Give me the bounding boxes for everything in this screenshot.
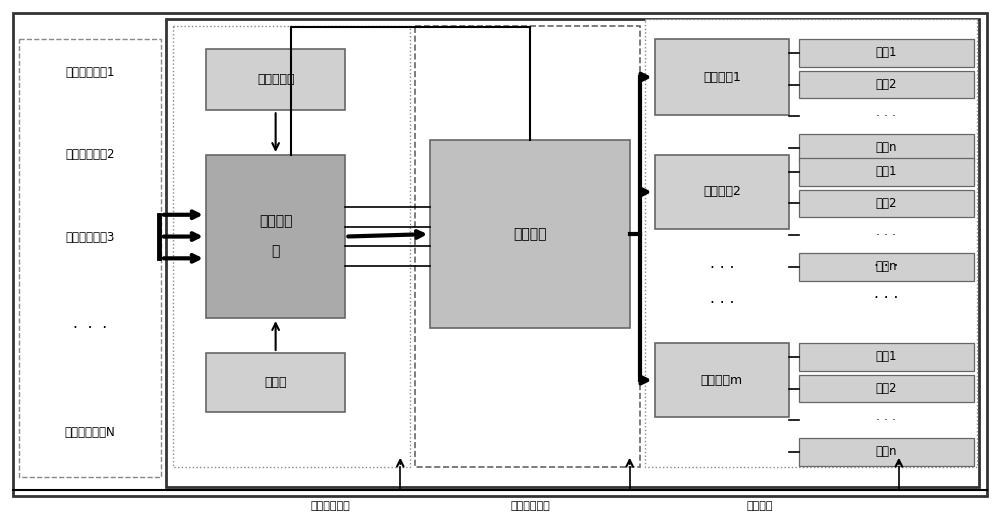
Bar xyxy=(645,19,977,467)
Text: 分机2: 分机2 xyxy=(876,382,897,395)
Text: · · ·: · · · xyxy=(710,296,734,311)
Text: 分机组合2: 分机组合2 xyxy=(703,185,741,198)
Text: 分机1: 分机1 xyxy=(876,165,897,178)
Text: · · ·: · · · xyxy=(876,414,896,427)
Bar xyxy=(206,155,345,318)
Text: · · ·: · · · xyxy=(876,110,896,123)
Text: 故障特征参量1: 故障特征参量1 xyxy=(65,66,115,79)
Bar xyxy=(799,190,974,217)
Bar xyxy=(799,158,974,185)
Text: 算法库: 算法库 xyxy=(264,376,287,389)
Text: 分机组合m: 分机组合m xyxy=(701,373,743,387)
Text: · · ·: · · · xyxy=(710,261,734,276)
Bar xyxy=(19,39,161,477)
Text: · · ·: · · · xyxy=(874,259,899,274)
Text: 故障特征参量N: 故障特征参量N xyxy=(65,425,116,439)
Text: 分机2: 分机2 xyxy=(876,197,897,210)
Text: 故障特征参量3: 故障特征参量3 xyxy=(65,231,115,244)
Bar xyxy=(799,438,974,466)
Text: 分机2: 分机2 xyxy=(876,78,897,91)
Bar xyxy=(799,134,974,162)
Bar xyxy=(799,39,974,67)
Text: 分机组合1: 分机组合1 xyxy=(703,71,741,83)
Text: 故障确认: 故障确认 xyxy=(746,502,773,511)
Text: 故障特征库: 故障特征库 xyxy=(257,73,294,86)
Bar xyxy=(799,343,974,371)
Text: · · ·: · · · xyxy=(876,229,896,242)
Bar xyxy=(799,71,974,98)
Bar xyxy=(206,49,345,110)
Text: 故障推理: 故障推理 xyxy=(259,215,292,229)
Text: 机: 机 xyxy=(271,245,280,259)
Bar xyxy=(799,375,974,402)
Text: 故障特征参量2: 故障特征参量2 xyxy=(65,148,115,161)
Text: ·  ·  ·: · · · xyxy=(73,321,107,336)
Text: 分机n: 分机n xyxy=(876,142,897,154)
Text: 一次故障定位: 一次故障定位 xyxy=(311,502,350,511)
Bar xyxy=(655,155,789,229)
Bar xyxy=(655,39,789,115)
Bar xyxy=(206,353,345,413)
Text: 二次故障定位: 二次故障定位 xyxy=(510,502,550,511)
Bar xyxy=(166,19,979,487)
Text: · · ·: · · · xyxy=(874,291,899,306)
Bar xyxy=(799,253,974,281)
Text: 装备整机: 装备整机 xyxy=(513,227,547,241)
Bar xyxy=(173,26,410,467)
Bar xyxy=(655,343,789,417)
Text: 分机n: 分机n xyxy=(876,260,897,273)
Bar xyxy=(415,26,640,467)
Text: 分机n: 分机n xyxy=(876,445,897,458)
Text: 分机1: 分机1 xyxy=(876,46,897,59)
Bar xyxy=(430,140,630,328)
Text: 分机1: 分机1 xyxy=(876,350,897,364)
